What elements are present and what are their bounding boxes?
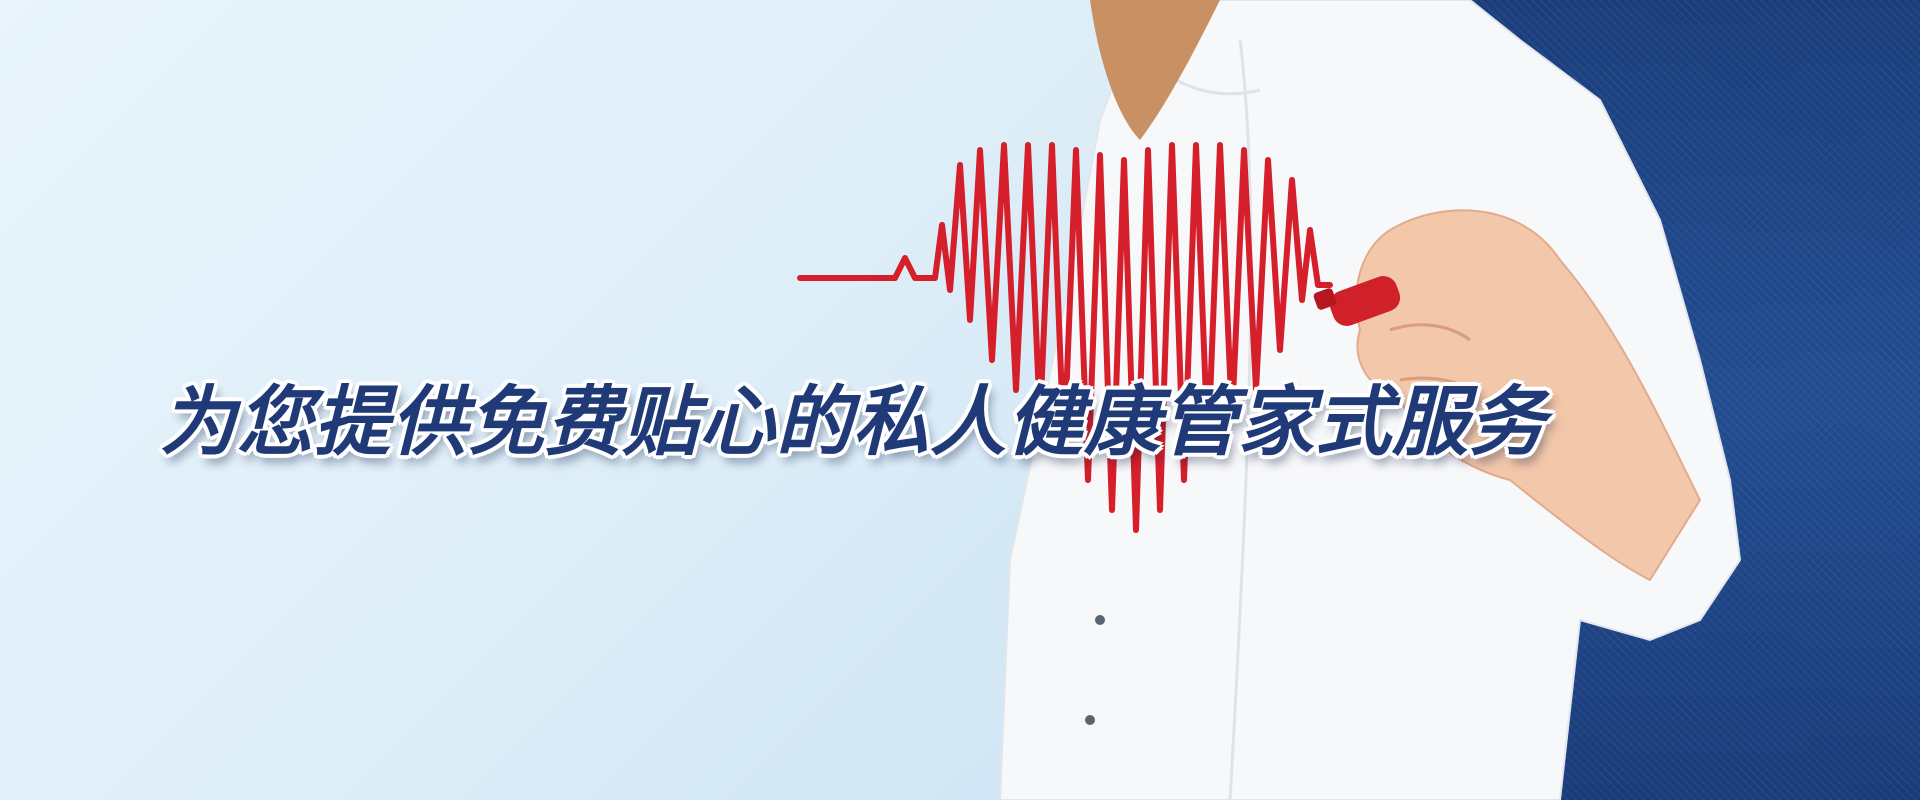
red-marker-icon (1313, 276, 1401, 326)
person-in-white-shirt (998, 0, 1742, 800)
heartbeat-heart-icon (797, 142, 1333, 533)
banner-headline: 为您提供免费贴心的私人健康管家式服务 (160, 377, 1546, 466)
